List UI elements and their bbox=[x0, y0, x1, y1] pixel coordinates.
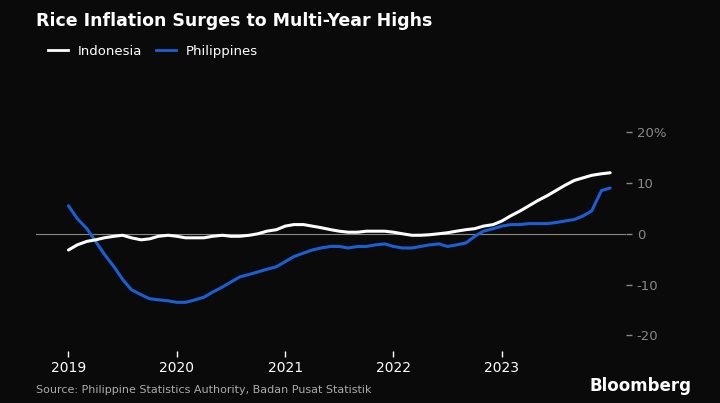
Text: Source: Philippine Statistics Authority, Badan Pusat Statistik: Source: Philippine Statistics Authority,… bbox=[36, 385, 372, 395]
Text: Bloomberg: Bloomberg bbox=[589, 377, 691, 395]
Legend: Indonesia, Philippines: Indonesia, Philippines bbox=[42, 39, 264, 63]
Text: Rice Inflation Surges to Multi-Year Highs: Rice Inflation Surges to Multi-Year High… bbox=[36, 12, 433, 30]
